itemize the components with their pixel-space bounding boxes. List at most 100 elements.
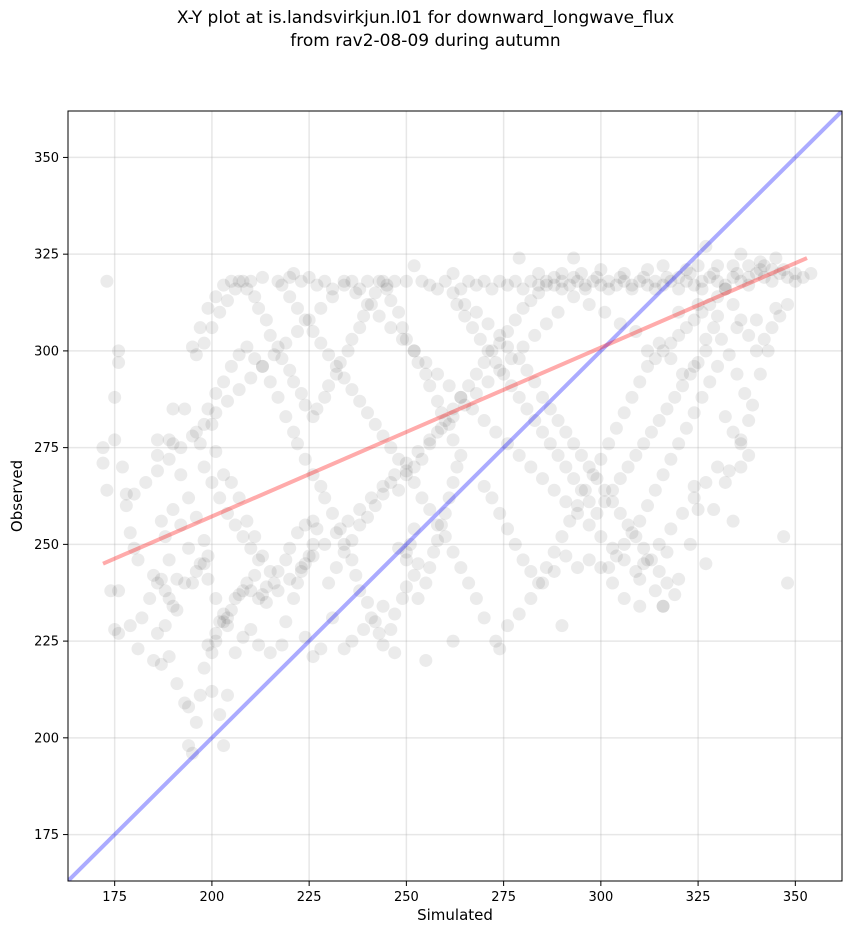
scatter-point bbox=[314, 301, 328, 315]
scatter-point bbox=[287, 267, 301, 281]
scatter-point bbox=[629, 530, 643, 544]
scatter-point bbox=[637, 541, 651, 555]
scatter-point bbox=[423, 433, 437, 447]
scatter-point bbox=[236, 630, 250, 644]
scatter-point bbox=[333, 356, 347, 370]
scatter-point bbox=[357, 622, 371, 636]
scatter-point bbox=[629, 448, 643, 462]
scatter-point bbox=[318, 390, 332, 404]
scatter-point bbox=[512, 390, 526, 404]
chart-title: X-Y plot at is.landsvirkjun.l01 for down… bbox=[176, 8, 675, 28]
scatter-point bbox=[567, 437, 581, 451]
scatter-point bbox=[182, 541, 196, 555]
scatter-point bbox=[672, 282, 686, 296]
scatter-point bbox=[512, 352, 526, 366]
scatter-point bbox=[547, 564, 561, 578]
scatter-point bbox=[473, 332, 487, 346]
scatter-point bbox=[781, 270, 795, 284]
scatter-point bbox=[279, 410, 293, 424]
scatter-point bbox=[594, 452, 608, 466]
scatter-point bbox=[722, 348, 736, 362]
scatter-point bbox=[252, 638, 266, 652]
scatter-point bbox=[178, 696, 192, 710]
scatter-point bbox=[395, 321, 409, 335]
scatter-point bbox=[536, 425, 550, 439]
y-tick-label: 275 bbox=[34, 441, 59, 456]
scatter-point bbox=[648, 483, 662, 497]
scatter-point bbox=[96, 441, 110, 455]
scatter-point bbox=[718, 410, 732, 424]
scatter-point bbox=[598, 305, 612, 319]
scatter-point bbox=[275, 352, 289, 366]
scatter-point bbox=[372, 309, 386, 323]
scatter-point bbox=[283, 572, 297, 586]
scatter-point bbox=[679, 321, 693, 335]
scatter-point bbox=[217, 739, 231, 753]
scatter-point bbox=[609, 549, 623, 563]
scatter-point bbox=[322, 379, 336, 393]
scatter-point bbox=[454, 282, 468, 296]
scatter-point bbox=[567, 290, 581, 304]
scatter-point bbox=[477, 611, 491, 625]
scatter-point bbox=[423, 561, 437, 575]
scatter-point bbox=[761, 344, 775, 358]
scatter-point bbox=[699, 344, 713, 358]
scatter-point bbox=[345, 274, 359, 288]
scatter-point bbox=[695, 274, 709, 288]
scatter-point bbox=[617, 267, 631, 281]
scatter-point bbox=[563, 514, 577, 528]
scatter-point bbox=[306, 537, 320, 551]
scatter-point bbox=[244, 622, 258, 636]
scatter-point bbox=[150, 576, 164, 590]
scatter-point bbox=[154, 572, 168, 586]
scatter-point bbox=[411, 356, 425, 370]
scatter-point bbox=[298, 557, 312, 571]
scatter-point bbox=[563, 278, 577, 292]
scatter-point bbox=[606, 576, 620, 590]
scatter-point bbox=[178, 402, 192, 416]
scatter-point bbox=[469, 305, 483, 319]
scatter-point bbox=[220, 394, 234, 408]
scatter-point bbox=[353, 584, 367, 598]
scatter-point bbox=[637, 557, 651, 571]
scatter-point bbox=[162, 452, 176, 466]
scatter-point bbox=[232, 383, 246, 397]
scatter-point bbox=[197, 533, 211, 547]
scatter-point bbox=[641, 344, 655, 358]
scatter-point bbox=[197, 661, 211, 675]
scatter-point bbox=[201, 572, 215, 586]
scatter-point bbox=[236, 274, 250, 288]
scatter-point bbox=[637, 437, 651, 451]
scatter-point bbox=[384, 475, 398, 489]
scatter-point bbox=[672, 437, 686, 451]
y-tick-label: 350 bbox=[34, 151, 59, 166]
scatter-point bbox=[423, 379, 437, 393]
scatter-point bbox=[532, 576, 546, 590]
scatter-point bbox=[259, 313, 273, 327]
x-tick-label: 275 bbox=[491, 890, 516, 905]
scatter-point bbox=[166, 503, 180, 517]
scatter-point bbox=[738, 386, 752, 400]
scatter-point bbox=[236, 584, 250, 598]
scatter-point bbox=[734, 460, 748, 474]
scatter-point bbox=[353, 321, 367, 335]
scatter-point bbox=[220, 294, 234, 308]
scatter-point bbox=[679, 263, 693, 277]
scatter-point bbox=[388, 468, 402, 482]
scatter-point bbox=[399, 456, 413, 470]
scatter-point bbox=[236, 530, 250, 544]
scatter-point bbox=[434, 406, 448, 420]
scatter-point bbox=[652, 414, 666, 428]
scatter-point bbox=[528, 414, 542, 428]
scatter-point bbox=[547, 483, 561, 497]
scatter-point bbox=[711, 460, 725, 474]
scatter-point bbox=[131, 553, 145, 567]
scatter-point bbox=[617, 553, 631, 567]
scatter-point bbox=[773, 267, 787, 281]
scatter-point bbox=[345, 332, 359, 346]
scatter-point bbox=[765, 263, 779, 277]
scatter-point bbox=[524, 564, 538, 578]
scatter-point bbox=[209, 386, 223, 400]
scatter-point bbox=[217, 607, 231, 621]
scatter-point bbox=[220, 619, 234, 633]
